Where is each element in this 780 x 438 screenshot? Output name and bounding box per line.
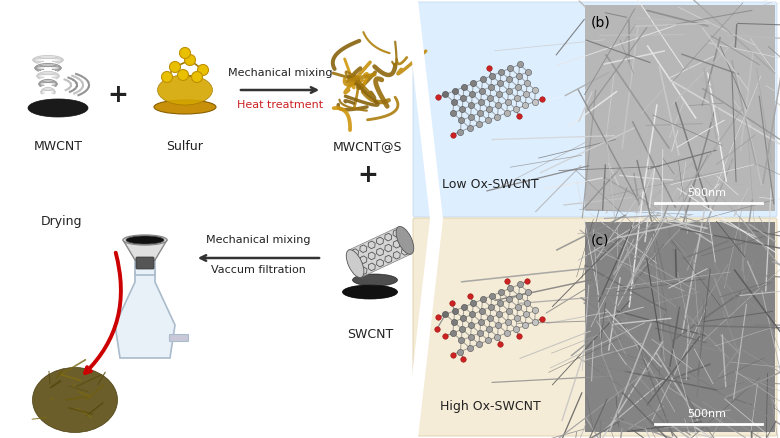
Ellipse shape	[154, 100, 216, 114]
Ellipse shape	[346, 250, 364, 278]
Circle shape	[178, 70, 189, 81]
Ellipse shape	[396, 226, 413, 254]
Polygon shape	[349, 227, 411, 277]
FancyBboxPatch shape	[585, 222, 775, 432]
Text: High Ox-SWCNT: High Ox-SWCNT	[440, 400, 541, 413]
Text: 500nm: 500nm	[687, 409, 726, 419]
Circle shape	[192, 71, 203, 82]
Ellipse shape	[28, 99, 88, 117]
FancyBboxPatch shape	[413, 218, 777, 436]
Ellipse shape	[353, 274, 398, 286]
Ellipse shape	[126, 236, 164, 244]
Polygon shape	[405, 0, 443, 438]
Circle shape	[185, 54, 196, 66]
Text: MWCNT@S: MWCNT@S	[333, 140, 402, 153]
Text: MWCNT: MWCNT	[34, 140, 83, 153]
Text: Low Ox-SWCNT: Low Ox-SWCNT	[441, 178, 538, 191]
Polygon shape	[115, 272, 175, 358]
Text: Mechanical mixing: Mechanical mixing	[228, 68, 332, 78]
Text: +: +	[108, 83, 129, 107]
Text: +: +	[357, 163, 378, 187]
Text: 500nm: 500nm	[687, 188, 726, 198]
FancyBboxPatch shape	[413, 2, 777, 217]
Text: Heat treatment: Heat treatment	[237, 100, 323, 110]
FancyBboxPatch shape	[169, 335, 189, 342]
Text: SWCNT: SWCNT	[347, 328, 393, 341]
Text: Drying: Drying	[41, 215, 83, 229]
Polygon shape	[123, 240, 167, 260]
Ellipse shape	[123, 235, 167, 245]
Text: Vaccum filtration: Vaccum filtration	[211, 265, 306, 275]
Circle shape	[197, 64, 208, 75]
Circle shape	[161, 71, 172, 82]
Text: Sulfur: Sulfur	[167, 140, 204, 153]
Text: (c): (c)	[591, 234, 609, 248]
Ellipse shape	[342, 285, 398, 299]
FancyBboxPatch shape	[135, 245, 155, 275]
FancyBboxPatch shape	[136, 257, 154, 269]
Ellipse shape	[33, 367, 118, 432]
Ellipse shape	[158, 75, 212, 105]
Circle shape	[169, 61, 180, 73]
Circle shape	[179, 47, 190, 59]
Text: Mechanical mixing: Mechanical mixing	[206, 235, 310, 245]
Text: (b): (b)	[591, 16, 611, 30]
FancyBboxPatch shape	[585, 5, 775, 211]
